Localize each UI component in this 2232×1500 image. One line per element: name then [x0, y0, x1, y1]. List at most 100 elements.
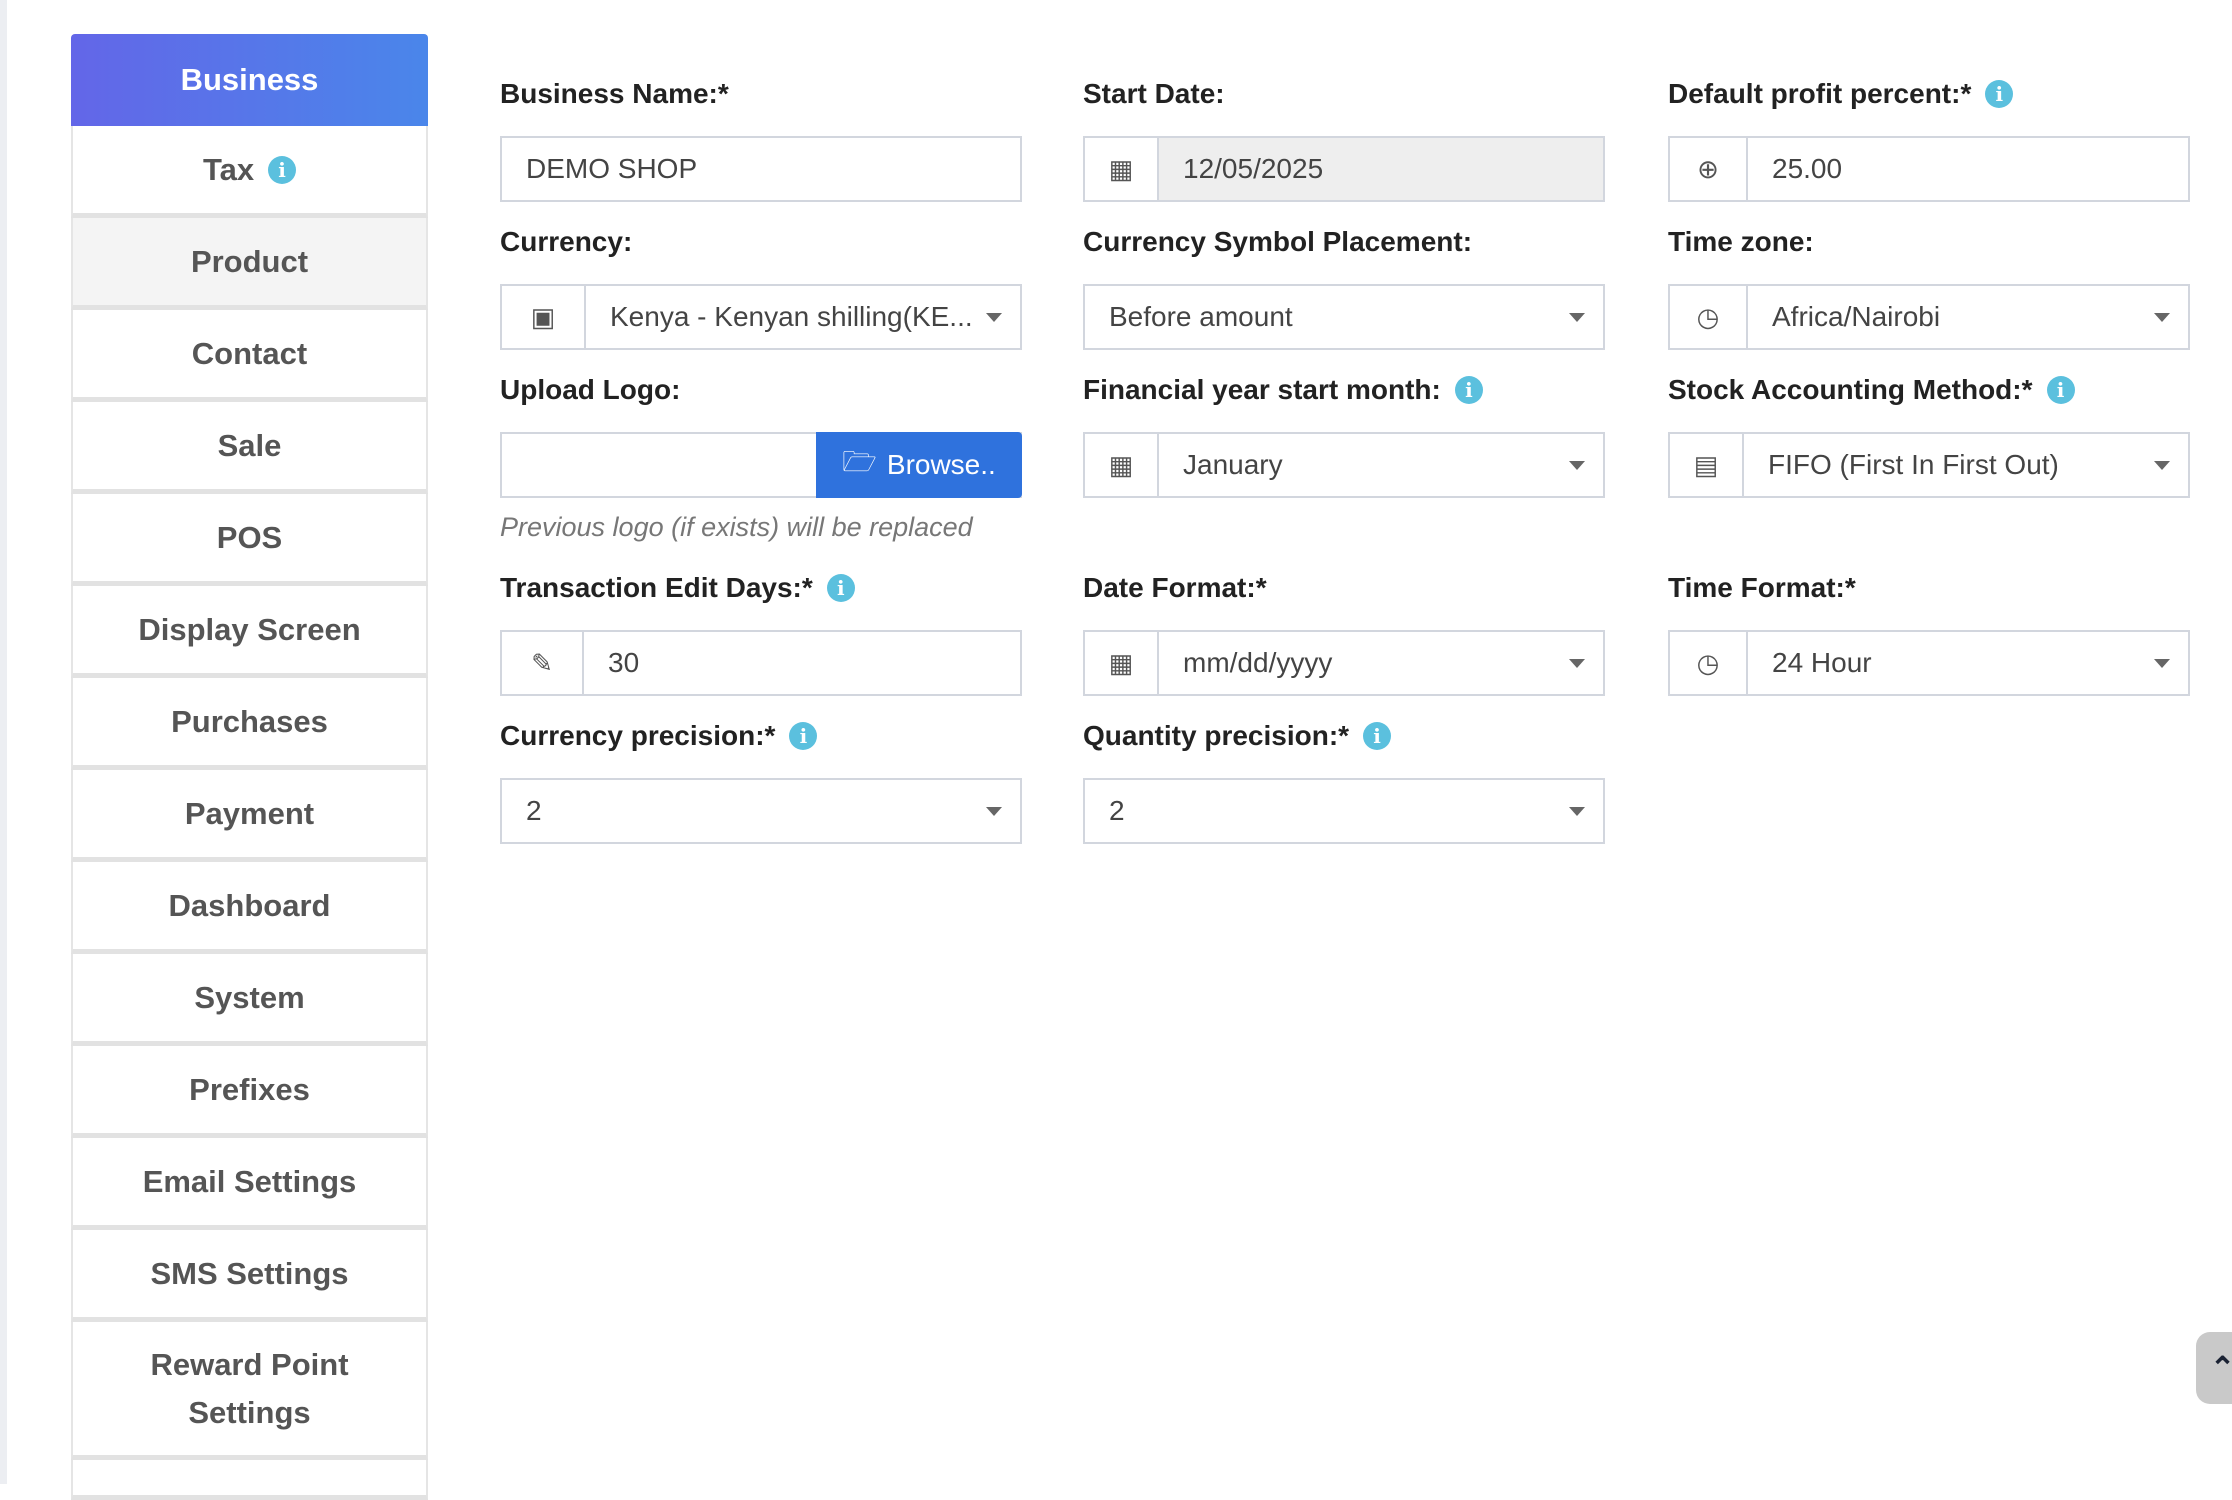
tab-purchases[interactable]: Purchases	[71, 678, 428, 770]
label: Currency Symbol Placement:	[1083, 226, 1473, 257]
date-format-select[interactable]: ▦ mm/dd/yyyy	[1083, 630, 1605, 696]
tab-sms-settings[interactable]: SMS Settings	[71, 1230, 428, 1322]
tab-product[interactable]: Product	[71, 218, 428, 310]
logo-file-input[interactable]: 🗁 Browse..	[500, 432, 1022, 498]
info-icon[interactable]: i	[2046, 376, 2075, 404]
tab-display-screen[interactable]: Display Screen	[71, 586, 428, 678]
left-edge	[0, 0, 7, 1484]
label: Financial year start month: i	[1083, 370, 1605, 410]
value: 24 Hour	[1772, 647, 1872, 678]
default-profit-field: Default profit percent:* i ⊕ 25.00	[1668, 74, 2190, 202]
currency-precision-select[interactable]: 2	[500, 778, 1022, 844]
value: Kenya - Kenyan shilling(KE...	[610, 301, 973, 332]
tab-label: Contact	[191, 335, 308, 371]
value: FIFO (First In First Out)	[1768, 449, 2059, 480]
value: Africa/Nairobi	[1772, 301, 1941, 332]
tab-more[interactable]	[71, 1460, 428, 1500]
tab-pos[interactable]: POS	[71, 494, 428, 586]
edit-days-field: Transaction Edit Days:* i ✎ 30	[500, 568, 1022, 696]
info-icon[interactable]: i	[1454, 376, 1483, 404]
value: 2	[1109, 795, 1125, 826]
tab-tax[interactable]: Tax i	[71, 126, 428, 218]
label: Currency precision:* i	[500, 716, 1022, 756]
quantity-precision-field: Quantity precision:* i 2	[1083, 716, 1605, 844]
edit-days-input[interactable]: ✎ 30	[500, 630, 1022, 696]
tab-label: POS	[216, 519, 283, 555]
calendar-icon: ▦	[1085, 434, 1159, 496]
tab-reward-point-settings[interactable]: Reward Point Settings	[71, 1322, 428, 1460]
time-format-select[interactable]: ◷ 24 Hour	[1668, 630, 2190, 696]
tab-label: Business	[180, 62, 319, 97]
label-text: Currency precision:*	[500, 720, 776, 751]
chevron-down-icon	[1569, 460, 1585, 470]
symbol-placement-select[interactable]: Before amount	[1083, 284, 1605, 350]
browse-button[interactable]: 🗁 Browse..	[816, 432, 1022, 498]
tab-sale[interactable]: Sale	[71, 402, 428, 494]
chevron-down-icon	[1569, 658, 1585, 668]
tab-label: System	[194, 979, 305, 1015]
currency-select[interactable]: ▣ Kenya - Kenyan shilling(KE...	[500, 284, 1022, 350]
tab-payment[interactable]: Payment	[71, 770, 428, 862]
label: Default profit percent:* i	[1668, 74, 2190, 114]
scroll-to-top-button[interactable]: ⌃	[2196, 1332, 2232, 1404]
tab-label: SMS Settings	[150, 1255, 349, 1291]
fy-start-select[interactable]: ▦ January	[1083, 432, 1605, 498]
tab-label: Purchases	[171, 703, 328, 739]
quantity-precision-select[interactable]: 2	[1083, 778, 1605, 844]
tab-label: Dashboard	[168, 887, 331, 923]
calendar-icon: ▦	[1085, 632, 1159, 694]
money-icon: ▣	[502, 286, 586, 348]
clock-icon: ◷	[1670, 632, 1748, 694]
default-profit-input[interactable]: ⊕ 25.00	[1668, 136, 2190, 202]
info-icon[interactable]: i	[789, 722, 818, 750]
fy-start-field: Financial year start month: i ▦ January	[1083, 370, 1605, 498]
label: Stock Accounting Method:* i	[1668, 370, 2190, 410]
tab-email-settings[interactable]: Email Settings	[71, 1138, 428, 1230]
edit-icon: ✎	[502, 632, 584, 694]
tab-system[interactable]: System	[71, 954, 428, 1046]
value: 30	[608, 647, 640, 678]
value: mm/dd/yyyy	[1183, 647, 1333, 678]
tab-label: Email Settings	[142, 1163, 357, 1199]
info-icon[interactable]: i	[826, 574, 855, 602]
stock-method-select[interactable]: ▤ FIFO (First In First Out)	[1668, 432, 2190, 498]
value: Before amount	[1109, 301, 1293, 332]
value: 2	[526, 795, 542, 826]
currency-precision-field: Currency precision:* i 2	[500, 716, 1022, 844]
chevron-down-icon	[1569, 806, 1585, 816]
chevron-up-icon: ⌃	[2210, 1351, 2232, 1385]
tab-label: Reward Point Settings	[150, 1346, 349, 1430]
tab-label: Sale	[217, 427, 282, 463]
time-format-field: Time Format:* ◷ 24 Hour	[1668, 568, 2190, 696]
business-name-field: Business Name:* DEMO SHOP	[500, 74, 1022, 202]
info-icon[interactable]: i	[1363, 722, 1392, 750]
tab-business[interactable]: Business	[71, 34, 428, 126]
label-text: Stock Accounting Method:*	[1668, 374, 2033, 405]
label-text: Quantity precision:*	[1083, 720, 1350, 751]
value: DEMO SHOP	[526, 153, 698, 184]
calendar-icon: ▦	[1085, 138, 1159, 200]
business-name-input[interactable]: DEMO SHOP	[500, 136, 1022, 202]
settings-sidebar: Business Tax i Product Contact Sale POS D…	[71, 34, 428, 1500]
start-date-input[interactable]: ▦ 12/05/2025	[1083, 136, 1605, 202]
logo-help-text: Previous logo (if exists) will be replac…	[500, 512, 973, 542]
value: January	[1183, 449, 1283, 480]
info-icon[interactable]: i	[1985, 80, 2014, 108]
tab-contact[interactable]: Contact	[71, 310, 428, 402]
label: Start Date:	[1083, 78, 1225, 109]
label: Transaction Edit Days:* i	[500, 568, 1022, 608]
label: Business Name:*	[500, 78, 729, 109]
tab-dashboard[interactable]: Dashboard	[71, 862, 428, 954]
label: Date Format:*	[1083, 572, 1267, 603]
time-zone-field: Time zone: ◷ Africa/Nairobi	[1668, 222, 2190, 350]
info-icon[interactable]: i	[268, 155, 297, 184]
tab-label: Product	[190, 243, 309, 279]
time-zone-select[interactable]: ◷ Africa/Nairobi	[1668, 284, 2190, 350]
tab-prefixes[interactable]: Prefixes	[71, 1046, 428, 1138]
currency-field: Currency: ▣ Kenya - Kenyan shilling(KE...	[500, 222, 1022, 350]
start-date-field: Start Date: ▦ 12/05/2025	[1083, 74, 1605, 202]
label-text: Transaction Edit Days:*	[500, 572, 813, 603]
chevron-down-icon	[986, 312, 1002, 322]
tab-label: Display Screen	[138, 611, 361, 647]
value: 25.00	[1772, 153, 1843, 184]
